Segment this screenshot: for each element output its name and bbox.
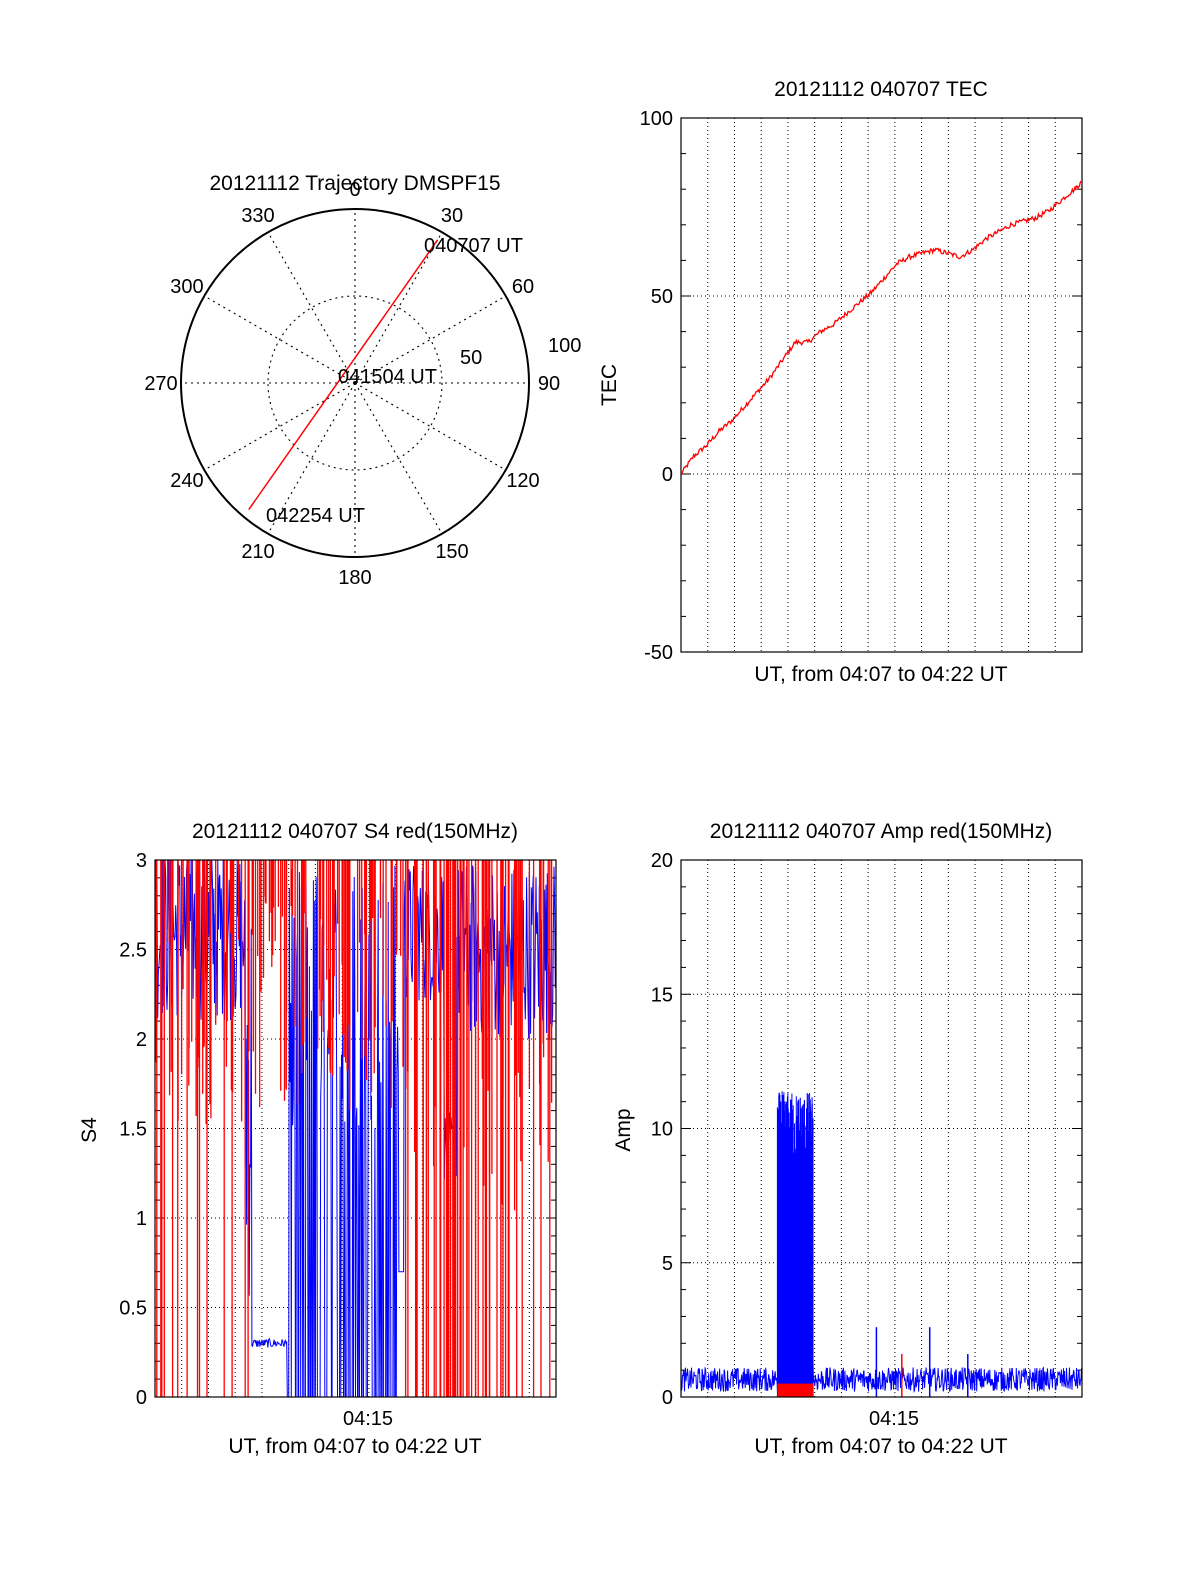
polar-spoke-210	[267, 382, 356, 534]
s4-ytick-label: 2.5	[119, 940, 147, 962]
tec-ytick-label: 50	[651, 286, 673, 308]
s4-y-ticks: 0 0.5 1 1.5 2 2.5 3	[119, 850, 147, 1409]
s4-ytick-label: 1.5	[119, 1119, 147, 1141]
tec-ytick-label: 0	[662, 464, 673, 486]
amp-series-blue	[680, 1133, 1083, 1398]
polar-radius-label-100: 100	[548, 335, 581, 357]
s4-xtick-0415: 04:15	[343, 1408, 393, 1430]
amp-plot-frame	[680, 859, 1083, 1398]
s4-panel: 20121112 040707 S4 red(150MHz) 0 0.5 1 1.5 2…	[78, 820, 557, 1458]
polar-outer-ring	[180, 208, 530, 558]
tec-panel: 20121112 040707 TEC -50 0 50 100 TEC UT, fr…	[598, 78, 1083, 686]
polar-spoke-330	[267, 232, 356, 384]
amp-burst-blue	[776, 1091, 814, 1397]
amp-series	[680, 1091, 1083, 1398]
polar-annotation-start: 040707 UT	[424, 235, 523, 257]
polar-ring-50	[267, 295, 443, 471]
polar-annotation-center: 041504 UT	[338, 366, 437, 388]
polar-angle-label-240: 240	[170, 470, 203, 492]
amp-ytick-label: 10	[651, 1119, 673, 1141]
polar-angle-label-210: 210	[241, 541, 274, 563]
tec-grid	[681, 117, 1082, 653]
polar-spoke-60	[354, 295, 506, 384]
amp-xtick-0415: 04:15	[869, 1408, 919, 1430]
amp-xlabel: UT, from 04:07 to 04:22 UT	[754, 1435, 1007, 1458]
tec-plot-frame	[680, 117, 1083, 653]
polar-trajectory-line	[248, 239, 439, 511]
tec-ylabel: TEC	[598, 364, 621, 406]
polar-panel: 20121112 Trajectory DMSPF15 0 30 60 90 120 15…	[144, 172, 581, 589]
s4-series-red	[155, 860, 553, 1397]
polar-spoke-300	[204, 295, 356, 384]
polar-title: 20121112 Trajectory DMSPF15	[209, 172, 500, 195]
polar-angle-label-330: 330	[241, 205, 274, 227]
polar-angle-label-180: 180	[338, 567, 371, 589]
s4-ytick-label: 1	[136, 1208, 147, 1230]
tec-y-ticks: -50 0 50 100	[640, 108, 673, 664]
s4-xlabel: UT, from 04:07 to 04:22 UT	[228, 1435, 481, 1458]
polar-angle-label-30: 30	[441, 205, 463, 227]
polar-spoke-120	[354, 382, 506, 471]
tec-ytick-label: -50	[644, 642, 673, 664]
polar-angle-label-90: 90	[538, 373, 560, 395]
amp-ytick-label: 0	[662, 1387, 673, 1409]
amp-title: 20121112 040707 Amp red(150MHz)	[710, 820, 1052, 843]
amp-panel: 20121112 040707 Amp red(150MHz) 0 5 10 15 20…	[612, 820, 1083, 1458]
s4-ytick-label: 2	[136, 1029, 147, 1051]
polar-annotation-end: 042254 UT	[266, 505, 365, 527]
amp-ytick-label: 20	[651, 850, 673, 872]
tec-series-line	[680, 180, 1083, 475]
polar-angle-labels: 0 30 60 90 120 150 180 210 240 270 300 330	[144, 179, 560, 589]
tec-ytick-label: 100	[640, 108, 673, 130]
polar-spoke-30	[354, 232, 443, 384]
polar-angle-label-120: 120	[506, 470, 539, 492]
amp-burst-red	[777, 1383, 813, 1397]
amp-grid	[681, 859, 1082, 1398]
polar-spoke-240	[204, 382, 356, 471]
polar-angle-label-300: 300	[170, 276, 203, 298]
s4-ytick-label: 0	[136, 1387, 147, 1409]
polar-grid	[181, 209, 529, 557]
tec-xlabel: UT, from 04:07 to 04:22 UT	[754, 663, 1007, 686]
s4-ytick-label: 3	[136, 850, 147, 872]
tec-title: 20121112 040707 TEC	[774, 78, 988, 101]
s4-ytick-label: 0.5	[119, 1298, 147, 1320]
amp-ylabel: Amp	[612, 1108, 635, 1151]
polar-angle-label-270: 270	[144, 373, 177, 395]
amp-ytick-label: 15	[651, 984, 673, 1006]
amp-y-ticks: 0 5 10 15 20	[651, 850, 673, 1409]
s4-title: 20121112 040707 S4 red(150MHz)	[192, 820, 518, 843]
polar-angle-label-150: 150	[435, 541, 468, 563]
polar-angle-label-0: 0	[349, 179, 360, 201]
amp-ytick-label: 5	[662, 1253, 673, 1275]
s4-plot-frame	[154, 859, 557, 1398]
s4-ylabel: S4	[78, 1117, 101, 1143]
polar-angle-label-60: 60	[512, 276, 534, 298]
polar-radius-label-50: 50	[460, 347, 482, 369]
polar-spoke-150	[354, 382, 443, 534]
